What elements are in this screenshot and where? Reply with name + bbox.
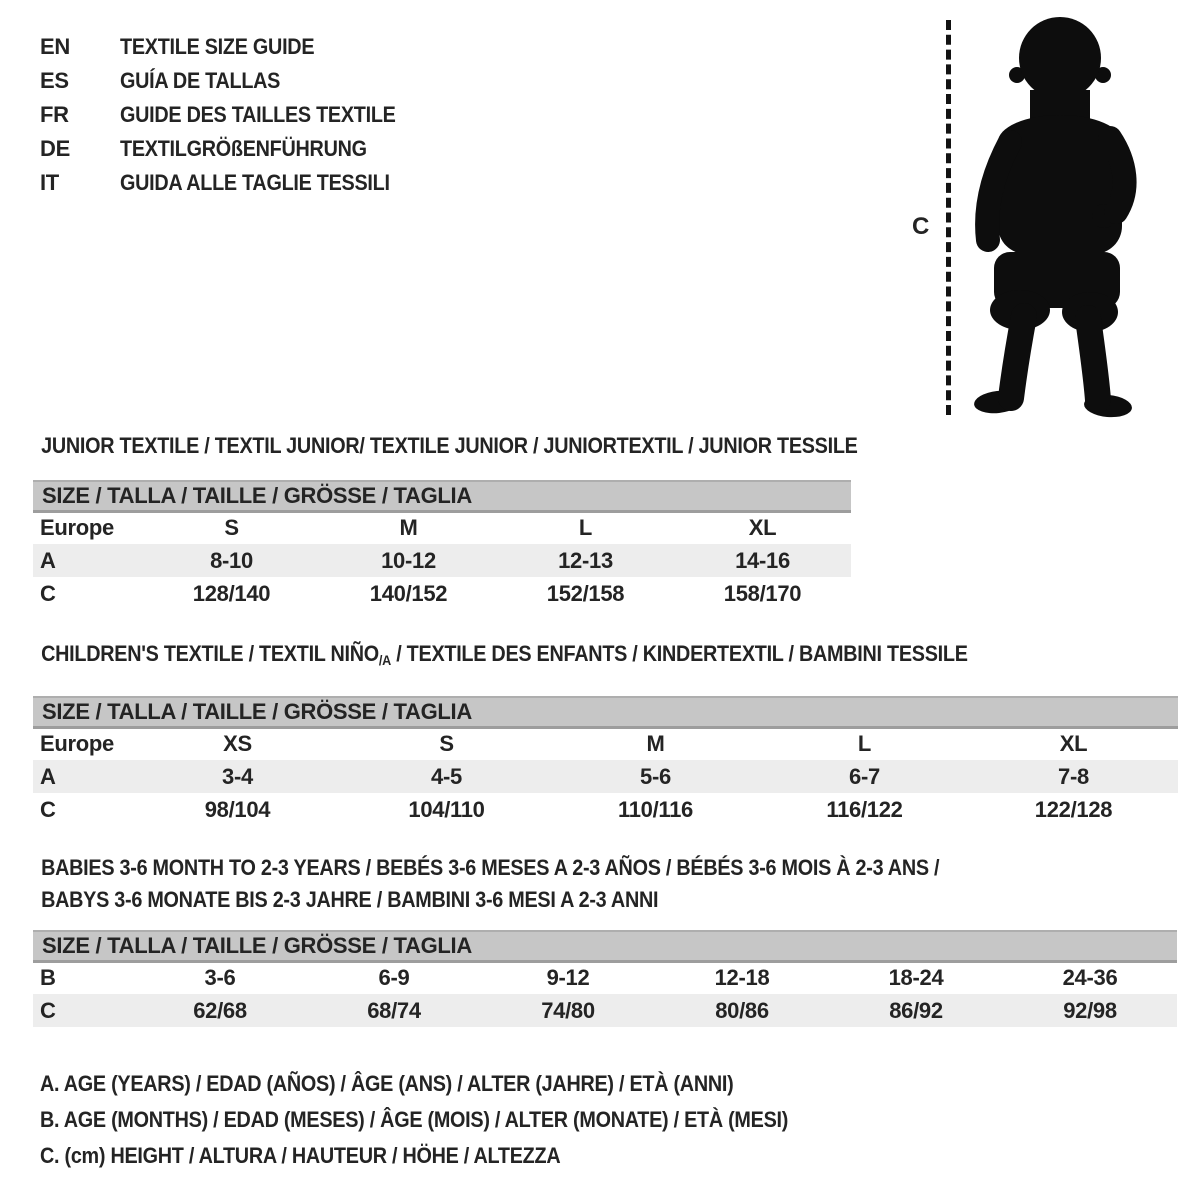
language-row: DE TEXTILGRÖßENFÜHRUNG [40,132,426,166]
height-dashed-line-icon [946,20,951,415]
row-label: B [40,965,56,991]
height-figure: C [0,0,1200,430]
cell: 140/152 [369,580,448,606]
section-junior-textile: JUNIOR TEXTILE / TEXTIL JUNIOR/ TEXTILE … [33,432,949,610]
table-row: Europe S M L XL [33,511,851,544]
cell: L [578,515,593,541]
size-header-bar: SIZE / TALLA / TAILLE / GRÖSSE / TAGLIA [33,696,1178,729]
children-size-table: SIZE / TALLA / TAILLE / GRÖSSE / TAGLIA … [33,696,1178,826]
section-title: JUNIOR TEXTILE / TEXTIL JUNIOR/ TEXTILE … [41,433,858,458]
language-code: IT [40,170,59,195]
table-row: A 8-10 10-12 12-13 14-16 [33,544,852,577]
cell: 14-16 [674,544,852,577]
cell: XL [748,515,777,541]
cell: 12-18 [714,965,770,991]
legend-line-age-months: B. AGE (MONTHS) / EDAD (MESES) / ÂGE (MO… [40,1107,789,1132]
cell: 116/122 [826,796,903,822]
cell: 92/98 [1003,994,1178,1027]
table-row: C 98/104 104/110 110/116 116/122 122/128 [33,793,1178,826]
cell: 7-8 [969,760,1178,793]
cell: 104/110 [408,796,485,822]
row-label: Europe [40,515,114,541]
row-label: A [33,544,143,577]
row-label: Europe [40,731,114,757]
language-row: FR GUIDE DES TAILLES TEXTILE [40,98,426,132]
cell: 18-24 [888,965,944,991]
language-title-list: EN TEXTILE SIZE GUIDE ES GUÍA DE TALLAS … [40,30,426,200]
guide-title: GUIDE DES TAILLES TEXTILE [120,102,396,127]
cell: 74/80 [481,994,655,1027]
cell: 86/92 [829,994,1003,1027]
babies-size-table: SIZE / TALLA / TAILLE / GRÖSSE / TAGLIA … [33,930,1178,1027]
size-header-bar: SIZE / TALLA / TAILLE / GRÖSSE / TAGLIA [33,930,1178,963]
section-babies-textile: BABIES 3-6 MONTH TO 2-3 YEARS / BEBÉS 3-… [33,852,1178,1027]
cell: M [646,731,665,757]
cell: 122/128 [1034,796,1113,822]
row-label: C [40,580,56,606]
language-code: DE [40,136,70,161]
cell: 152/158 [546,580,625,606]
junior-size-table: SIZE / TALLA / TAILLE / GRÖSSE / TAGLIA … [33,480,852,610]
cell: 128/140 [192,580,271,606]
language-row: EN TEXTILE SIZE GUIDE [40,30,426,64]
row-label: C [40,796,56,822]
table-row: C 62/68 68/74 74/80 80/86 86/92 92/98 [33,994,1178,1027]
cell: 110/116 [618,796,693,822]
guide-title: TEXTILGRÖßENFÜHRUNG [120,136,367,161]
cell: 12-13 [497,544,674,577]
language-code: FR [40,102,69,127]
language-row: IT GUIDA ALLE TAGLIE TESSILI [40,166,426,200]
cell: 80/86 [655,994,829,1027]
cell: 24-36 [1062,965,1118,991]
legend-line-age-years: A. AGE (YEARS) / EDAD (AÑOS) / ÂGE (ANS)… [40,1071,734,1096]
height-measure-label: C [912,213,930,240]
language-code: EN [40,34,70,59]
guide-title: TEXTILE SIZE GUIDE [120,34,315,59]
section-title-line1: BABIES 3-6 MONTH TO 2-3 YEARS / BEBÉS 3-… [41,855,940,880]
row-label: A [33,760,133,793]
cell: 8-10 [143,544,320,577]
section-title: CHILDREN'S TEXTILE / TEXTIL NIÑO/A / TEX… [33,640,1064,674]
cell: 5-6 [551,760,760,793]
language-code: ES [40,68,69,93]
legend-line-height: C. (cm) HEIGHT / ALTURA / HAUTEUR / HÖHE… [40,1143,561,1168]
cell: 68/74 [307,994,481,1027]
section-children-textile: CHILDREN'S TEXTILE / TEXTIL NIÑO/A / TEX… [33,640,1178,826]
table-row: C 128/140 140/152 152/158 158/170 [33,577,851,610]
cell: S [439,731,454,757]
cell: 6-9 [378,965,410,991]
section-title-subscript: /A [378,652,391,668]
table-row: B 3-6 6-9 9-12 12-18 18-24 24-36 [33,961,1177,994]
legend: A. AGE (YEARS) / EDAD (AÑOS) / ÂGE (ANS)… [40,1066,871,1174]
section-title-part: / TEXTILE DES ENFANTS / KINDERTEXTIL / B… [390,641,968,666]
cell: 4-5 [342,760,551,793]
table-row: Europe XS S M L XL [33,727,1178,760]
cell: 3-4 [133,760,342,793]
cell: 98/104 [204,796,271,822]
cell: 6-7 [760,760,969,793]
section-title-part: CHILDREN'S TEXTILE / TEXTIL NIÑO [41,641,379,666]
guide-title: GUIDA ALLE TAGLIE TESSILI [120,170,390,195]
guide-title: GUÍA DE TALLAS [120,68,281,93]
language-row: ES GUÍA DE TALLAS [40,64,426,98]
cell: L [857,731,872,757]
cell: XS [223,731,252,757]
cell: 62/68 [133,994,307,1027]
section-title-line2: BABYS 3-6 MONATE BIS 2-3 JAHRE / BAMBINI… [41,887,659,912]
cell: M [399,515,418,541]
toddler-silhouette-icon [974,17,1137,418]
cell: S [224,515,239,541]
cell: 10-12 [320,544,497,577]
cell: 9-12 [546,965,590,991]
size-header-bar: SIZE / TALLA / TAILLE / GRÖSSE / TAGLIA [33,480,852,513]
cell: XL [1059,731,1088,757]
row-label: C [33,994,133,1027]
cell: 158/170 [723,580,802,606]
table-row: A 3-4 4-5 5-6 6-7 7-8 [33,760,1178,793]
cell: 3-6 [204,965,236,991]
